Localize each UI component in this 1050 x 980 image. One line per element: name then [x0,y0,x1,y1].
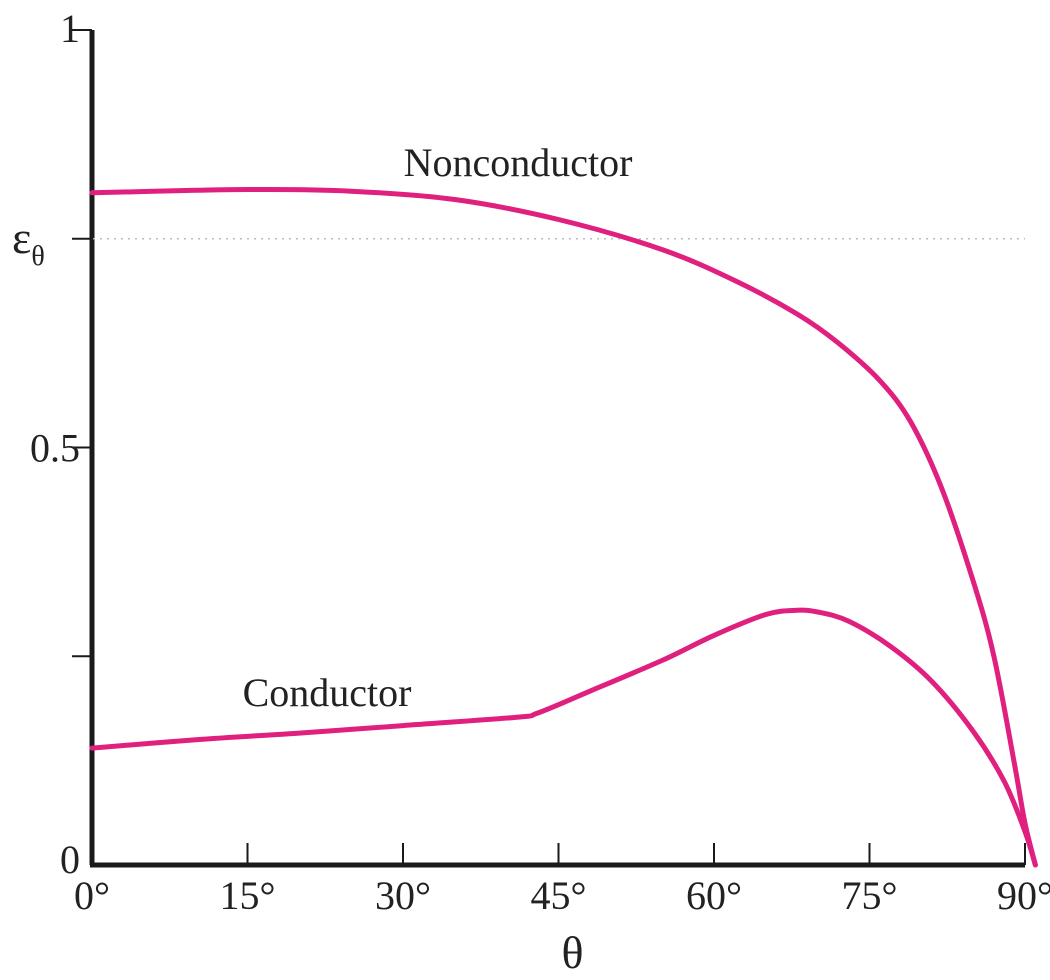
x-tick-label: 45° [531,873,587,918]
y-tick-label: 1 [60,6,80,51]
series-label-nonconductor: Nonconductor [404,140,633,185]
series-group [89,186,1038,868]
x-axis-title: θ [561,927,583,978]
x-tick-label: 0° [74,873,110,918]
x-tick-label: 75° [842,873,898,918]
series-label-conductor: Conductor [243,670,412,715]
x-tick-label: 90° [997,873,1050,918]
x-tick-label: 30° [375,873,431,918]
x-tick-label: 15° [220,873,276,918]
series-line-conductor [89,607,1038,868]
reference-line-label: εθ [12,212,45,272]
reference-line-group: εθ [12,212,1025,272]
y-tick-label: 0 [60,837,80,882]
x-tick-label: 60° [686,873,742,918]
series-line-nonconductor [89,186,1038,868]
y-tick-label: 0.5 [30,426,80,471]
axes [72,29,1026,868]
labels: 0° 15° 30° 45° 60° 75° 90° 0 0.5 1 θ Nonconductor Co… [30,6,1050,978]
reference-line-subscript: θ [31,241,44,272]
